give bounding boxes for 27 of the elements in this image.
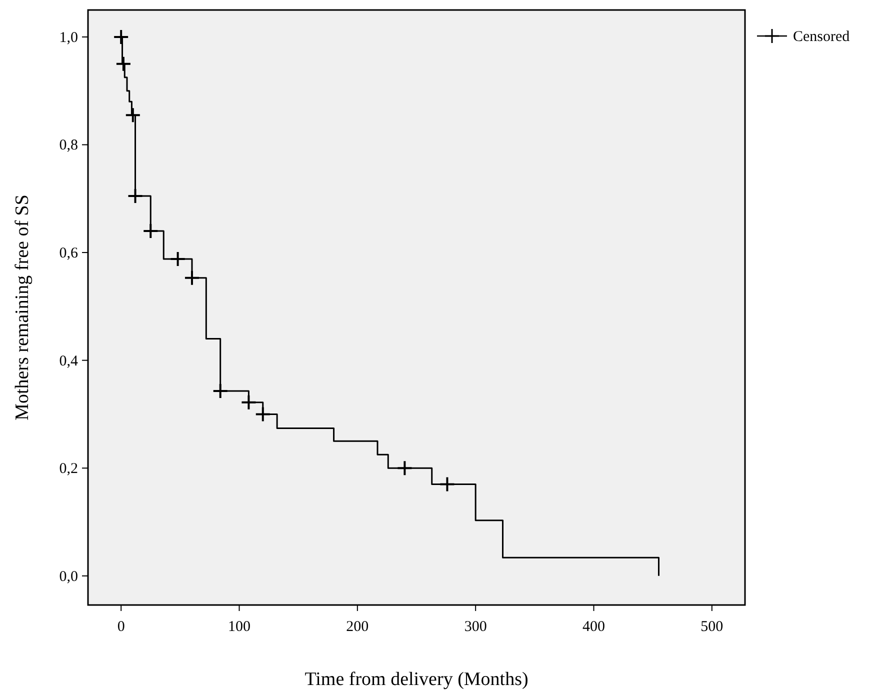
point [439,476,456,492]
point [142,222,159,239]
y-axis-title: Mothers remaining free of SS [12,194,33,420]
point [254,406,271,422]
y-tick-label: 0,2 [59,461,78,478]
point [212,383,228,400]
point [124,107,141,124]
x-tick-label: 200 [346,619,369,635]
point [240,394,257,410]
legend-label: Censored [793,29,850,45]
point [170,250,186,267]
y-tick-label: 0,0 [59,568,78,585]
x-axis-title: Time from delivery (Months) [304,669,528,690]
x-tick-label: 400 [582,619,605,635]
y-tick-label: 0,6 [59,246,78,262]
y-tick-label: 0,4 [59,353,78,370]
y-tick-label: 1,0 [59,30,78,46]
x-tick-label: 0 [117,619,125,635]
y-tick-label: 0,8 [59,138,78,154]
point [184,270,200,286]
point [113,28,130,45]
x-tick-label: 300 [464,619,487,635]
point [115,56,132,72]
x-tick-label: 500 [700,619,724,635]
point [396,460,413,476]
x-tick-label: 100 [228,619,250,635]
point [127,188,144,204]
